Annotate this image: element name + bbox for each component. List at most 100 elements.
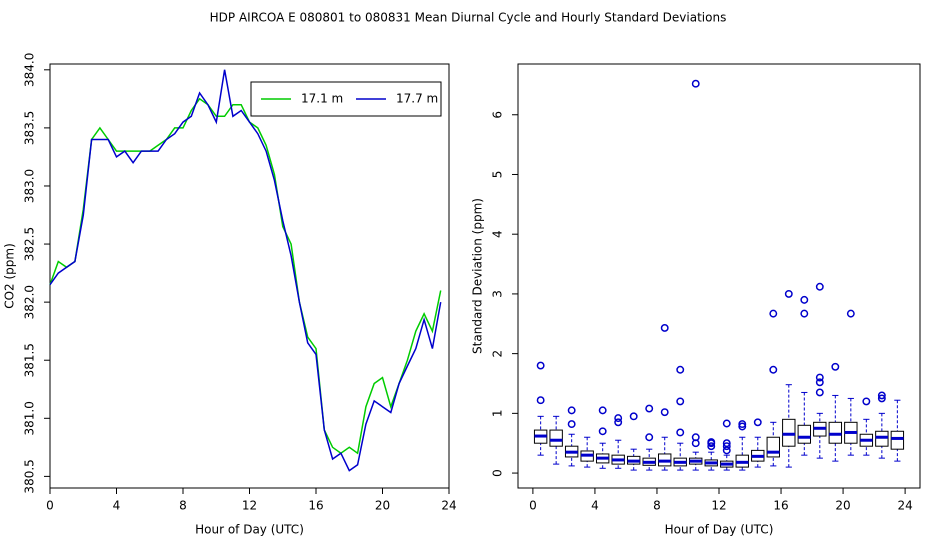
box bbox=[890, 430, 905, 450]
outlier bbox=[769, 365, 778, 374]
box-group bbox=[844, 309, 858, 456]
x-tick-label: 4 bbox=[113, 499, 121, 513]
y-tick-label: 383.0 bbox=[23, 169, 37, 203]
x-axis-label: Hour of Day (UTC) bbox=[195, 523, 304, 537]
box bbox=[766, 436, 780, 458]
outlier bbox=[877, 394, 886, 403]
x-tick-label: 0 bbox=[529, 499, 537, 513]
outlier bbox=[536, 361, 545, 370]
box-group bbox=[875, 391, 889, 459]
box-group bbox=[658, 324, 672, 471]
y-tick-label: 382.5 bbox=[23, 227, 37, 261]
box-group bbox=[890, 399, 905, 462]
legend: 17.1 m 17.7 m bbox=[250, 81, 442, 117]
series-line bbox=[49, 97, 442, 455]
outlier bbox=[598, 427, 607, 436]
legend-label: 17.7 m bbox=[396, 92, 438, 106]
figure-title: HDP AIRCOA E 080801 to 080831 Mean Diurn… bbox=[210, 11, 727, 25]
box-group bbox=[611, 414, 625, 469]
outlier bbox=[676, 365, 685, 374]
x-tick-label: 12 bbox=[242, 499, 257, 513]
outlier bbox=[598, 406, 607, 415]
box bbox=[797, 424, 812, 444]
x-axis-label: Hour of Day (UTC) bbox=[665, 523, 774, 537]
y-tick-label: 382.0 bbox=[23, 285, 37, 319]
outlier bbox=[738, 420, 747, 429]
box-group bbox=[828, 362, 843, 462]
box-group bbox=[720, 419, 734, 471]
y-tick-label: 0 bbox=[491, 469, 505, 477]
outlier bbox=[660, 324, 669, 332]
outlier bbox=[722, 419, 731, 428]
box-group bbox=[533, 361, 548, 456]
outlier bbox=[614, 414, 623, 423]
outlier bbox=[691, 79, 700, 88]
box-group bbox=[564, 406, 579, 467]
x-tick-label: 24 bbox=[441, 499, 456, 513]
box-group bbox=[580, 436, 594, 468]
outlier bbox=[815, 373, 824, 382]
outlier bbox=[567, 406, 576, 415]
outlier bbox=[800, 309, 809, 318]
box-group bbox=[782, 289, 796, 468]
outlier bbox=[831, 362, 840, 371]
box-group bbox=[735, 420, 749, 471]
y-tick-label: 384.0 bbox=[23, 53, 37, 87]
outlier bbox=[722, 439, 731, 448]
box-group bbox=[797, 295, 812, 456]
box-group bbox=[859, 397, 874, 456]
x-tick-label: 16 bbox=[308, 499, 323, 513]
y-tick-label: 383.5 bbox=[23, 111, 37, 145]
outlier bbox=[769, 309, 778, 318]
box-group bbox=[626, 412, 641, 471]
y-tick-label: 4 bbox=[491, 230, 505, 238]
x-tick-label: 0 bbox=[46, 499, 54, 513]
y-tick-label: 381.0 bbox=[23, 401, 37, 435]
outlier bbox=[862, 397, 871, 406]
x-tick-label: 16 bbox=[773, 499, 788, 513]
box-group bbox=[766, 309, 780, 467]
y-tick-label: 1 bbox=[491, 410, 505, 418]
outlier bbox=[784, 289, 793, 298]
outlier bbox=[707, 438, 716, 446]
y-tick-label: 381.5 bbox=[23, 343, 37, 377]
outlier bbox=[676, 428, 685, 437]
y-tick-label: 2 bbox=[491, 350, 505, 358]
box bbox=[549, 429, 563, 447]
outlier bbox=[691, 433, 700, 442]
box-group bbox=[595, 406, 610, 469]
y-tick-label: 380.5 bbox=[23, 459, 37, 493]
box-group bbox=[642, 404, 656, 471]
outlier bbox=[614, 418, 623, 427]
y-tick-label: 5 bbox=[491, 171, 505, 179]
outlier bbox=[877, 391, 886, 400]
outlier bbox=[722, 442, 731, 451]
x-tick-label: 8 bbox=[179, 499, 187, 513]
outlier bbox=[800, 295, 809, 304]
box-group bbox=[751, 418, 765, 468]
outlier bbox=[815, 282, 824, 291]
outlier bbox=[536, 396, 545, 405]
x-tick-label: 24 bbox=[897, 499, 912, 513]
outlier bbox=[676, 397, 685, 406]
outlier bbox=[707, 442, 716, 451]
outlier bbox=[753, 418, 762, 427]
outlier bbox=[722, 446, 731, 455]
box-group bbox=[549, 415, 563, 465]
y-tick-label: 3 bbox=[491, 290, 505, 298]
x-tick-label: 8 bbox=[653, 499, 661, 513]
box-group bbox=[704, 438, 718, 471]
series-line bbox=[49, 69, 442, 472]
outlier bbox=[660, 408, 669, 417]
box-group bbox=[689, 79, 703, 471]
outlier bbox=[815, 378, 824, 387]
box-group bbox=[813, 282, 827, 459]
legend-label: 17.1 m bbox=[301, 92, 343, 106]
plot-frame bbox=[517, 63, 921, 489]
plot-frame bbox=[49, 63, 450, 489]
outlier bbox=[629, 412, 638, 421]
outlier bbox=[815, 388, 824, 397]
y-axis-label: Standard Deviation (ppm) bbox=[471, 198, 485, 354]
x-tick-label: 20 bbox=[835, 499, 850, 513]
